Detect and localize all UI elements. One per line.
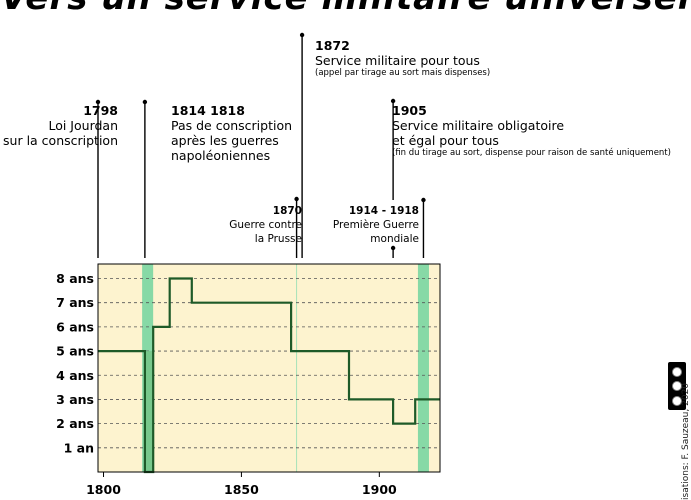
cc-by-icon — [672, 381, 682, 391]
annotation-1870-year: 1870 — [272, 205, 302, 217]
credit-text: isations: F. Sauzeau, 2020 — [681, 382, 691, 500]
annotation-1872-note: (appel par tirage au sort mais dispenses… — [315, 68, 491, 78]
annotation-1870-line: la Prusse — [254, 233, 302, 245]
annotation-1914-line: Première Guerre — [332, 219, 419, 231]
y-tick-label: 4 ans — [56, 368, 94, 383]
y-tick-label: 7 ans — [56, 295, 94, 310]
annotation-1914-year: 1914 - 1918 — [348, 205, 419, 217]
y-tick-label: 1 an — [64, 440, 94, 455]
annotation-1872-line: Service militaire pour tous — [315, 53, 480, 68]
annotation-1905-line: et égal pour tous — [392, 133, 499, 148]
annotation-1872-year: 1872 — [315, 38, 350, 53]
no-conscription-fill — [144, 351, 154, 472]
plot-frame — [97, 263, 441, 473]
leader-dot — [390, 98, 396, 104]
x-tick-label: 1800 — [86, 482, 121, 497]
annotation-1905-line: Service militaire obligatoire — [392, 118, 565, 133]
y-tick-label: 8 ans — [56, 271, 94, 286]
leader-dot — [294, 196, 299, 202]
x-tick-label: 1900 — [362, 482, 397, 497]
annotation-1905-year: 1905 — [392, 103, 427, 118]
annotation-1870: 1870 Guerre contre la Prusse — [200, 204, 302, 246]
annotation-1814-line: après les guerres — [171, 133, 279, 148]
leader-dot — [421, 197, 426, 203]
cc-sa-icon — [672, 395, 682, 406]
war-band — [417, 264, 429, 472]
annotation-1872: 1872 Service militaire pour tous (appel … — [315, 38, 490, 78]
plot-background — [98, 264, 440, 472]
annotation-1814-line: Pas de conscription — [171, 118, 293, 133]
x-tick-label: 1850 — [224, 482, 259, 497]
leader-dot — [142, 99, 148, 105]
annotation-1798-line: Loi Jourdan — [48, 118, 118, 133]
y-tick-label: 3 ans — [56, 392, 94, 407]
annotation-1914: 1914 - 1918 Première Guerre mondiale — [300, 204, 419, 246]
leader-dot — [299, 32, 305, 38]
annotation-1905: 1905 Service militaire obligatoire et ég… — [392, 103, 671, 158]
annotation-1870-line: Guerre contre — [229, 219, 302, 231]
cc-circle-icon — [672, 366, 682, 377]
annotation-1905-note: (fin du tirage au sort, dispense pour ra… — [392, 148, 671, 158]
creative-commons-icon — [668, 362, 686, 410]
annotation-1914-line: mondiale — [370, 233, 419, 245]
annotation-1814: 1814 1818 Pas de conscription après les … — [171, 103, 292, 163]
y-tick-label: 2 ans — [56, 416, 94, 431]
y-tick-label: 5 ans — [56, 344, 94, 359]
leader-dot — [95, 99, 101, 105]
annotation-1798: 1798 Loi Jourdan sur la conscription — [0, 103, 118, 148]
leader-dot — [390, 245, 396, 251]
annotation-1814-line: napoléoniennes — [171, 148, 271, 163]
y-tick-label: 6 ans — [56, 319, 94, 334]
annotation-1798-year: 1798 — [83, 103, 118, 118]
annotation-1798-line: sur la conscription — [3, 133, 118, 148]
chart-title: Vers un service militaire universel — [0, 0, 691, 18]
annotation-1814-year: 1814 1818 — [171, 103, 245, 118]
